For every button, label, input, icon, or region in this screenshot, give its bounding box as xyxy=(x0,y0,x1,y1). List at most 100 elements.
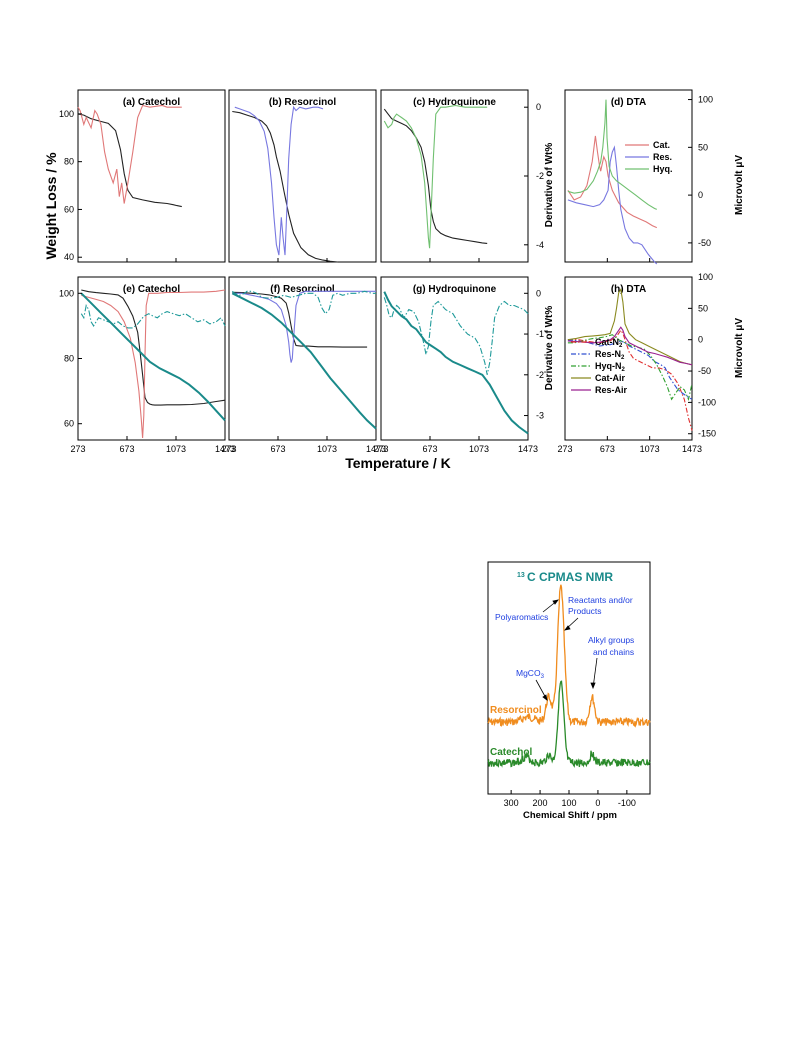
nmr-label-catechol: Catechol xyxy=(490,747,532,758)
weight-loss-axis-label: Weight Loss / % xyxy=(43,152,59,260)
panel-h-frame xyxy=(564,276,693,441)
deriv-tick-label: -1 xyxy=(536,329,544,339)
panel-g-series-1 xyxy=(383,291,529,435)
x-tick-label: 1473 xyxy=(682,444,702,454)
microvolt-axis-label-top: Microvolt μV xyxy=(734,155,745,215)
nmr-x-tick-label: 100 xyxy=(561,798,576,808)
annotation-polyaromatics: Polyaromatics xyxy=(495,612,548,622)
y-tick-label: 100 xyxy=(59,288,74,298)
annotation-arrows xyxy=(535,599,598,701)
deriv-tick-label: -4 xyxy=(536,240,544,250)
nmr-x-tick-label: 200 xyxy=(533,798,548,808)
panel-c-title: (c) Hydroquinone xyxy=(413,97,496,108)
panel-f-series-1 xyxy=(232,290,376,363)
annotation-products: Products xyxy=(568,606,602,616)
panel-b-title: (b) Resorcinol xyxy=(269,97,336,108)
panels-layer: (a) Catechol 40 60 80 100 (b) Resorcinol (c) H… xyxy=(59,89,716,454)
y-tick-label: 40 xyxy=(64,252,74,262)
dta-tick-label: -50 xyxy=(698,238,711,248)
x-tick-label: 1473 xyxy=(518,444,538,454)
x-tick-label: 673 xyxy=(422,444,437,454)
panel-e-title: (e) Catechol xyxy=(123,284,180,295)
legend-label: Res-Air xyxy=(595,385,628,395)
x-tick-label: 673 xyxy=(600,444,615,454)
panel-d-series-1 xyxy=(567,145,658,265)
dta-tick-label: 100 xyxy=(698,95,713,105)
y-tick-label: 100 xyxy=(59,109,74,119)
y-tick-label: 60 xyxy=(64,204,74,214)
x-tick-label: 1073 xyxy=(469,444,489,454)
annotation-chains: and chains xyxy=(593,647,634,657)
panel-e-series-1 xyxy=(81,289,226,439)
dta-tick-label: -100 xyxy=(698,397,716,407)
annotation-alkyl: Alkyl groups xyxy=(588,635,634,645)
panel-c-frame xyxy=(380,89,529,263)
panel-a: (a) Catechol 40 60 80 100 xyxy=(59,89,226,263)
dta-tick-label: 0 xyxy=(698,190,703,200)
panel-a-title: (a) Catechol xyxy=(123,97,180,108)
deriv-tick-label: -3 xyxy=(536,411,544,421)
panel-h-series-3 xyxy=(567,288,693,366)
x-tick-label: 1073 xyxy=(640,444,660,454)
panel-f-title: (f) Resorcinol xyxy=(270,284,335,295)
temperature-axis-label: Temperature / K xyxy=(345,455,451,471)
x-tick-label: 673 xyxy=(270,444,285,454)
panel-d: (d) DTA 100 50 0 -50 Cat. Res. Hyq. xyxy=(564,89,713,265)
panel-d-series-0 xyxy=(567,135,658,229)
legend-label: Hyq-N2 xyxy=(595,361,626,373)
dta-tick-label: -50 xyxy=(698,366,711,376)
legend-label: Cat. xyxy=(653,140,670,150)
panel-h-series-0 xyxy=(567,329,693,431)
panel-g-frame xyxy=(380,276,529,441)
legend-label: Hyq. xyxy=(653,164,673,174)
dta-tick-label: -150 xyxy=(698,429,716,439)
panel-a-series-1 xyxy=(77,104,182,204)
nmr-title-sup: 13 xyxy=(517,572,525,579)
panel-g-title: (g) Hydroquinone xyxy=(413,284,497,295)
annotation-mgco3: MgCO3 xyxy=(516,668,545,680)
panel-a-frame xyxy=(77,89,226,263)
panel-h-series-1 xyxy=(567,339,693,400)
nmr-resorcinol-spectrum xyxy=(487,584,651,728)
nmr-label-resorcinol: Resorcinol xyxy=(490,705,542,716)
panel-g: (g) Hydroquinone 273 673 1073 1473 0 -1 -2 -3 xyxy=(373,276,544,454)
nmr-x-tick-label: 300 xyxy=(504,798,519,808)
y-tick-label: 80 xyxy=(64,157,74,167)
x-tick-label: 1473 xyxy=(366,444,386,454)
x-tick-label: 273 xyxy=(70,444,85,454)
panel-f-series-2 xyxy=(231,290,376,315)
legend-label: Cat-Air xyxy=(595,373,625,383)
dta-tick-label: 50 xyxy=(698,303,708,313)
panel-b-series-1 xyxy=(234,105,324,256)
panel-b: (b) Resorcinol xyxy=(228,89,377,263)
dta-tick-label: 100 xyxy=(698,272,713,282)
panel-b-series-0 xyxy=(232,110,338,263)
panel-e-series-3 xyxy=(80,292,226,422)
nmr-x-ticks: 300 200 100 0 -100 xyxy=(504,790,636,808)
x-tick-label: 1073 xyxy=(166,444,186,454)
x-tick-label: 273 xyxy=(373,444,388,454)
deriv-tick-label: 0 xyxy=(536,288,541,298)
x-tick-label: 273 xyxy=(221,444,236,454)
panel-e: (e) Catechol 273 673 1073 1473 60 80 100 xyxy=(59,276,235,454)
x-tick-label: 273 xyxy=(557,444,572,454)
panel-h-title: (h) DTA xyxy=(611,284,646,295)
nmr-title: C CPMAS NMR xyxy=(527,570,613,584)
panel-c-series-0 xyxy=(383,108,488,244)
panel-d-frame xyxy=(564,89,693,263)
nmr-panel: 13 C CPMAS NMR Resorcinol Catechol Polya… xyxy=(487,561,651,821)
annotation-reactants: Reactants and/or xyxy=(568,595,633,605)
legend-label: Res-N2 xyxy=(595,349,625,361)
nmr-catechol-spectrum xyxy=(487,680,651,768)
panel-h-series-4 xyxy=(567,326,693,366)
legend-label: Cat-N2 xyxy=(595,337,623,349)
dta-tick-label: 50 xyxy=(698,142,708,152)
panel-f-series-3 xyxy=(231,292,377,430)
x-tick-label: 1073 xyxy=(317,444,337,454)
x-tick-label: 673 xyxy=(119,444,134,454)
panel-d-series-2 xyxy=(567,99,658,210)
derivative-axis-label-top: Derivative of Wt% xyxy=(544,143,555,228)
deriv-tick-label: -2 xyxy=(536,171,544,181)
deriv-tick-label: -2 xyxy=(536,370,544,380)
